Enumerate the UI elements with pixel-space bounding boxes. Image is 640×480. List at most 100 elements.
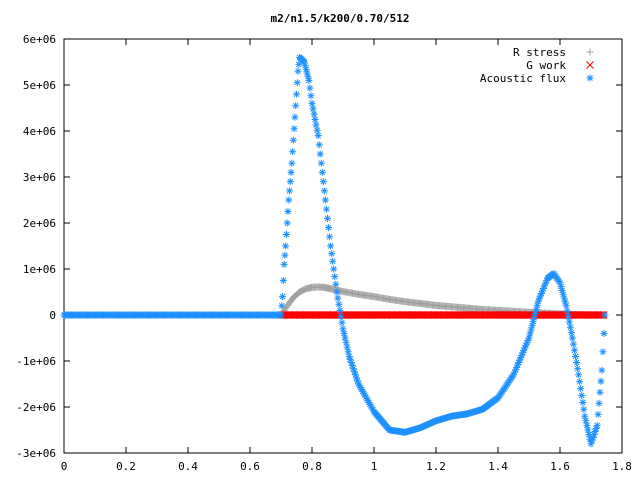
data-point [341, 334, 349, 342]
data-point [579, 398, 587, 406]
data-point [343, 343, 351, 351]
data-point [282, 242, 290, 250]
data-point [301, 62, 309, 70]
data-point [538, 287, 546, 295]
data-point [333, 288, 341, 296]
data-point [318, 168, 326, 176]
data-point [525, 334, 533, 342]
y-tick-label: 0 [49, 309, 56, 322]
legend-marker [586, 74, 594, 82]
x-tick-label: 0.2 [116, 460, 136, 473]
x-tick-label: 1 [371, 460, 378, 473]
data-point [288, 159, 296, 167]
data-point [305, 76, 313, 84]
data-point [338, 319, 346, 327]
data-point [279, 277, 287, 284]
data-point [280, 260, 288, 268]
data-point [287, 168, 295, 176]
data-point [352, 374, 360, 382]
data-point [564, 313, 572, 321]
y-tick-label: -1e+06 [16, 355, 56, 368]
data-point [329, 257, 337, 265]
data-point [521, 344, 529, 352]
data-point [330, 265, 338, 273]
data-point [284, 208, 292, 215]
y-tick-label: 2e+06 [23, 217, 56, 230]
data-point [293, 79, 301, 87]
data-point [316, 150, 324, 158]
data-point [596, 388, 604, 396]
data-point [578, 392, 586, 399]
y-tick-label: 4e+06 [23, 125, 56, 138]
data-point [281, 251, 289, 259]
data-point [290, 125, 298, 133]
data-point [351, 371, 359, 379]
data-point [529, 318, 537, 326]
axes: 0 0.2 0.4 0.6 0.8 1 1.2 1.4 1.6 1.8 -3e+06 -2e+06 -1… [16, 33, 632, 473]
x-tick-label: 0 [61, 460, 68, 473]
data-point [293, 90, 300, 98]
data-point [312, 121, 320, 129]
legend-marker [586, 48, 594, 56]
data-point [279, 293, 287, 301]
data-point [336, 306, 344, 314]
data-point [593, 421, 601, 429]
data-point [335, 300, 343, 308]
y-tick-label: 6e+06 [23, 33, 56, 46]
data-point [600, 329, 608, 337]
data-point [599, 348, 607, 356]
data-point [308, 99, 316, 107]
data-point [286, 178, 294, 186]
data-point [309, 105, 317, 113]
data-point [306, 84, 314, 92]
data-point [310, 110, 318, 118]
y-tick-label: 1e+06 [23, 263, 56, 276]
y-tick-label: 3e+06 [23, 171, 56, 184]
data-point [563, 307, 571, 315]
x-tick-label: 0.8 [302, 460, 322, 473]
data-point [577, 385, 585, 393]
data-point [320, 187, 328, 195]
data-point [327, 242, 335, 250]
data-point [339, 325, 347, 333]
data-point [294, 67, 302, 75]
data-point [319, 178, 327, 186]
x-tick-label: 1.4 [488, 460, 508, 473]
data-point [574, 365, 582, 373]
data-point [340, 329, 348, 337]
x-tick-label: 1.2 [426, 460, 446, 473]
x-tick-label: 1.8 [612, 460, 632, 473]
data-point [311, 116, 319, 123]
series-g-work [277, 311, 608, 319]
chart-title: m2/n1.5/k200/0.70/512 [270, 12, 409, 25]
data-point [286, 187, 294, 195]
data-points [60, 53, 609, 448]
data-point [569, 340, 577, 348]
y-tick-label: -3e+06 [16, 447, 56, 460]
data-point [321, 196, 329, 204]
data-point [532, 305, 540, 313]
data-point [580, 405, 588, 413]
data-point [326, 233, 334, 241]
data-point [322, 205, 330, 213]
data-point [568, 334, 576, 342]
data-point [533, 301, 541, 309]
data-point [530, 314, 538, 322]
data-point [332, 280, 340, 288]
data-point [282, 231, 290, 238]
data-point [595, 311, 604, 319]
data-point [345, 352, 353, 360]
data-point [587, 440, 595, 448]
data-point [307, 92, 315, 100]
data-point [278, 302, 286, 310]
data-point [526, 330, 534, 338]
data-point [342, 339, 350, 347]
data-point [573, 359, 581, 367]
data-point [567, 329, 575, 337]
x-tick-label: 0.6 [240, 460, 260, 473]
data-point [324, 214, 331, 222]
data-point [344, 348, 352, 356]
data-point [570, 346, 578, 354]
data-point [583, 421, 591, 429]
data-point [562, 302, 570, 310]
